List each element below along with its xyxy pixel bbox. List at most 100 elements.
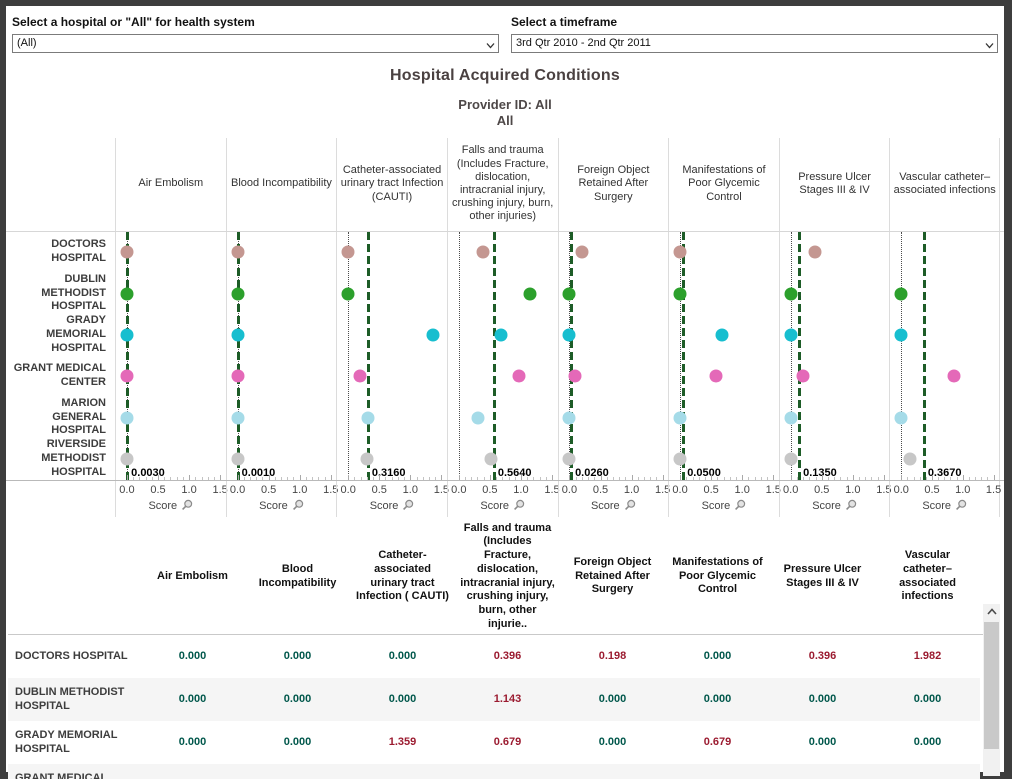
scroll-up-button[interactable]: [983, 603, 1000, 621]
data-dot[interactable]: [784, 328, 798, 342]
data-dot[interactable]: [120, 328, 134, 342]
timeframe-select[interactable]: 3rd Qtr 2010 - 2nd Qtr 2011: [511, 34, 998, 53]
data-dot[interactable]: [341, 245, 355, 259]
data-dot[interactable]: [426, 328, 440, 342]
table-value-cell[interactable]: 0.577: [665, 763, 770, 779]
data-dot[interactable]: [361, 411, 375, 424]
data-dot[interactable]: [894, 328, 908, 342]
data-dot[interactable]: [562, 287, 576, 300]
table-value-cell[interactable]: 0.961: [455, 763, 560, 779]
table-value-cell[interactable]: 0.000: [808, 736, 837, 748]
table-value-cell[interactable]: 0.198: [598, 650, 627, 662]
data-dot[interactable]: [512, 369, 526, 383]
data-dot[interactable]: [231, 452, 245, 466]
table-value-cell[interactable]: 0.000: [178, 650, 207, 662]
table-value-cell[interactable]: 0.000: [245, 763, 350, 779]
axis-tick-mark: [919, 476, 921, 480]
magnifier-pin-icon[interactable]: [292, 499, 304, 514]
magnifier-pin-icon[interactable]: [734, 499, 746, 514]
table-value-cell[interactable]: 0.000: [875, 677, 980, 721]
magnifier-pin-icon[interactable]: [845, 499, 857, 514]
data-dot[interactable]: [575, 245, 589, 259]
data-dot[interactable]: [947, 369, 961, 383]
axis-tick-label: 0.0: [561, 483, 578, 496]
data-dot[interactable]: [808, 245, 822, 259]
data-dot[interactable]: [784, 411, 798, 424]
table-value-cell[interactable]: 0.000: [283, 736, 312, 748]
data-dot[interactable]: [231, 411, 245, 424]
data-dot[interactable]: [476, 245, 490, 259]
table-value-cell[interactable]: 0.000: [245, 677, 350, 721]
table-value-cell[interactable]: 0.396: [493, 650, 522, 662]
data-dot[interactable]: [341, 287, 355, 300]
table-value-cell[interactable]: 1.143: [455, 677, 560, 721]
table-value-cell[interactable]: 0.000: [665, 677, 770, 721]
magnifier-pin-icon[interactable]: [624, 499, 636, 514]
data-dot[interactable]: [523, 287, 537, 300]
table-value-cell[interactable]: 0.000: [560, 677, 665, 721]
magnifier-pin-icon[interactable]: [513, 499, 525, 514]
data-dot[interactable]: [568, 369, 582, 383]
data-dot[interactable]: [120, 411, 134, 424]
data-dot[interactable]: [231, 328, 245, 342]
table-value-cell[interactable]: 0.000: [350, 677, 455, 721]
data-dot[interactable]: [673, 287, 687, 300]
table-value-cell[interactable]: 0.192: [770, 763, 875, 779]
data-dot[interactable]: [903, 452, 917, 466]
data-dot[interactable]: [360, 452, 374, 466]
data-dot[interactable]: [673, 452, 687, 466]
data-dot[interactable]: [120, 369, 134, 383]
table-value-cell[interactable]: 0.000: [913, 736, 942, 748]
data-dot[interactable]: [784, 287, 798, 300]
data-dot[interactable]: [673, 411, 687, 424]
axis-tick-mark: [606, 476, 608, 480]
table-value-cell[interactable]: 0.000: [598, 736, 627, 748]
data-dot[interactable]: [471, 411, 485, 424]
table-value-cell[interactable]: 1.359: [388, 736, 417, 748]
score-axis: 0.0 0.5 1.0 1.5 Score: [889, 480, 1001, 517]
data-dot[interactable]: [562, 411, 576, 424]
table-value-cell[interactable]: 0.000: [178, 736, 207, 748]
data-dot[interactable]: [784, 452, 798, 466]
data-dot[interactable]: [353, 369, 367, 383]
data-dot[interactable]: [231, 245, 245, 259]
data-dot[interactable]: [231, 287, 245, 300]
data-dot[interactable]: [484, 452, 498, 466]
table-value-cell[interactable]: 0.000: [703, 650, 732, 662]
data-dot[interactable]: [120, 287, 134, 300]
scrollbar-thumb[interactable]: [984, 621, 999, 749]
data-dot[interactable]: [231, 369, 245, 383]
table-column-header: Manifestations of Poor Glycemic Control: [672, 555, 763, 596]
table-value-cell[interactable]: 0.679: [493, 736, 522, 748]
table-value-cell[interactable]: 0.679: [703, 736, 732, 748]
table-scrollbar[interactable]: [983, 603, 1000, 776]
table-value-cell[interactable]: 1.982: [913, 650, 942, 662]
magnifier-pin-icon[interactable]: [955, 499, 967, 514]
table-value-cell[interactable]: 0.096: [560, 763, 665, 779]
data-dot[interactable]: [494, 328, 508, 342]
data-dot[interactable]: [894, 411, 908, 424]
data-dot[interactable]: [562, 328, 576, 342]
data-dot[interactable]: [562, 452, 576, 466]
magnifier-pin-icon[interactable]: [181, 499, 193, 514]
table-column-header: Falls and trauma (Includes Fracture, dis…: [460, 521, 555, 630]
table-value-cell[interactable]: 0.396: [808, 650, 837, 662]
table-value-cell[interactable]: 0.000: [140, 763, 245, 779]
data-dot[interactable]: [709, 369, 723, 383]
table-value-cell[interactable]: 0.192: [350, 763, 455, 779]
table-value-cell[interactable]: 0.000: [770, 677, 875, 721]
table-row: DOCTORS HOSPITAL 0.000 0.000 0.000 0.396 0.19…: [8, 635, 1000, 678]
table-value-cell[interactable]: 0.000: [388, 650, 417, 662]
data-dot[interactable]: [120, 452, 134, 466]
data-dot[interactable]: [715, 328, 729, 342]
table-value-cell[interactable]: 0.865: [875, 763, 980, 779]
table-value-cell[interactable]: 0.000: [140, 677, 245, 721]
magnifier-pin-icon[interactable]: [402, 499, 414, 514]
data-dot[interactable]: [673, 245, 687, 259]
data-dot[interactable]: [120, 245, 134, 259]
data-dot[interactable]: [894, 287, 908, 300]
zero-axis-line: [790, 231, 792, 480]
table-value-cell[interactable]: 0.000: [283, 650, 312, 662]
data-dot[interactable]: [796, 369, 810, 383]
hospital-select[interactable]: (All): [12, 34, 499, 53]
